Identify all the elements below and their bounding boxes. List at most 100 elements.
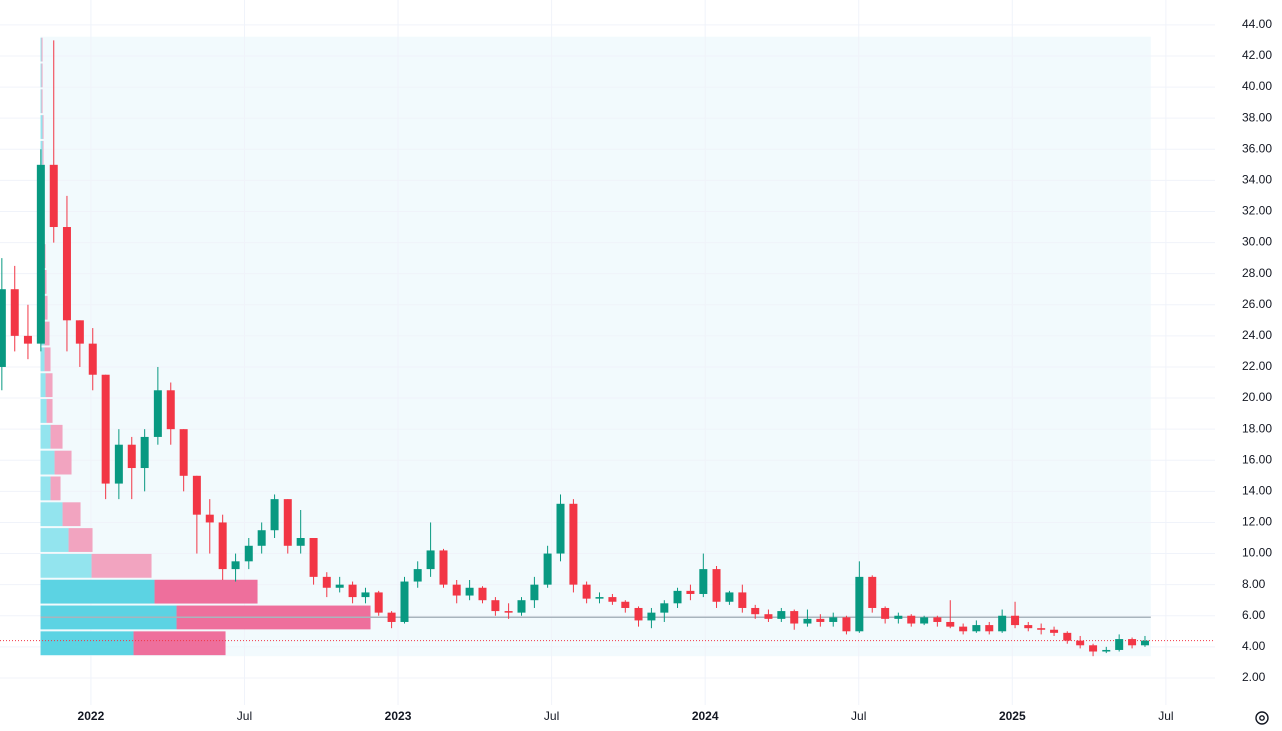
profile-down-bar — [154, 579, 258, 604]
candle-body — [309, 538, 318, 577]
candle-body — [1089, 645, 1098, 652]
candle-body — [855, 576, 864, 632]
candle-body — [270, 499, 279, 531]
x-tick-label: 2023 — [385, 709, 412, 723]
candle-body — [127, 444, 136, 469]
profile-down-bar — [45, 373, 53, 398]
candle-body — [634, 607, 643, 621]
candle-body — [1128, 639, 1137, 646]
candle-body — [907, 615, 916, 624]
candle-body — [49, 164, 58, 228]
candle-body — [972, 625, 981, 632]
y-tick-label: 16.00 — [1242, 452, 1272, 466]
candle-body — [842, 617, 851, 632]
candle-body — [426, 550, 435, 570]
candle-body — [699, 569, 708, 594]
y-tick-label: 14.00 — [1242, 484, 1272, 498]
candle-body — [400, 581, 409, 622]
x-tick-label: Jul — [237, 709, 252, 723]
candle-body — [1037, 628, 1046, 630]
profile-down-bar — [41, 37, 43, 62]
x-tick-label: Jul — [1158, 709, 1173, 723]
candle-body — [218, 522, 227, 570]
candle-body — [543, 553, 552, 585]
candle-body — [998, 615, 1007, 632]
candle-body — [179, 429, 188, 476]
x-tick-label: 2025 — [999, 709, 1026, 723]
profile-up-bar — [40, 528, 69, 552]
profile-down-bar — [42, 115, 44, 139]
candle-body — [1024, 625, 1033, 629]
candle-body — [153, 390, 162, 437]
candle-body — [478, 587, 487, 601]
candle-body — [686, 590, 695, 594]
candle-body — [465, 587, 474, 596]
profile-up-bar — [40, 140, 43, 165]
candle-body — [673, 590, 682, 604]
y-tick-label: 18.00 — [1242, 421, 1272, 435]
profile-down-bar — [44, 347, 51, 372]
candle-body — [491, 600, 500, 612]
candle-body — [777, 611, 786, 619]
candle-body — [712, 569, 721, 602]
candle-body — [140, 436, 149, 469]
profile-background — [40, 36, 1151, 657]
candle-body — [816, 618, 825, 622]
candle-body — [660, 603, 669, 613]
profile-up-bar — [40, 63, 42, 88]
candle-body — [88, 343, 97, 375]
candle-body — [517, 600, 526, 613]
candle-body — [296, 538, 305, 546]
candle-body — [192, 475, 201, 515]
profile-down-bar — [68, 528, 93, 552]
profile-up-bar — [40, 476, 51, 501]
candle-body — [1050, 629, 1059, 633]
profile-up-bar — [40, 115, 43, 139]
settings-gear — [1255, 711, 1269, 725]
candle-body — [647, 612, 656, 621]
candle-body — [764, 614, 773, 619]
candle-body — [504, 611, 513, 613]
x-tick-label: Jul — [851, 709, 866, 723]
candle-body — [75, 320, 84, 344]
candle-body — [1011, 615, 1020, 626]
x-tick-label: 2024 — [692, 709, 719, 723]
y-tick-label: 42.00 — [1242, 48, 1272, 62]
y-tick-label: 24.00 — [1242, 328, 1272, 342]
y-tick-label: 44.00 — [1242, 17, 1272, 31]
candle-body — [114, 444, 123, 484]
candle-body — [868, 576, 877, 608]
profile-up-bar — [40, 424, 51, 449]
y-tick-label: 40.00 — [1242, 79, 1272, 93]
candle-body — [959, 626, 968, 632]
candle-body — [894, 615, 903, 619]
candle-body — [166, 390, 175, 430]
candle-body — [244, 545, 253, 562]
y-tick-label: 38.00 — [1242, 110, 1272, 124]
candle-body — [881, 607, 890, 619]
candle-body — [257, 530, 266, 546]
candle-body — [1063, 632, 1072, 641]
y-tick-label: 6.00 — [1242, 608, 1266, 622]
candle-body — [829, 617, 838, 622]
candle-body — [322, 576, 331, 588]
candle-body — [920, 617, 929, 624]
candle-body — [608, 597, 617, 602]
y-tick-label: 8.00 — [1242, 577, 1266, 591]
profile-down-bar — [42, 140, 44, 165]
profile-down-bar — [41, 89, 43, 114]
y-tick-label: 2.00 — [1242, 670, 1266, 684]
y-tick-label: 30.00 — [1242, 235, 1272, 249]
candle-body — [738, 592, 747, 608]
candle-body — [387, 612, 396, 622]
profile-down-bar — [43, 295, 48, 320]
settings-icon[interactable] — [1255, 711, 1269, 725]
y-tick-label: 34.00 — [1242, 173, 1272, 187]
profile-up-bar — [40, 450, 55, 475]
y-tick-label: 26.00 — [1242, 297, 1272, 311]
candle-body — [1115, 639, 1124, 650]
x-tick-label: 2022 — [78, 709, 105, 723]
candle-body — [231, 561, 240, 570]
candle-body — [62, 227, 71, 321]
